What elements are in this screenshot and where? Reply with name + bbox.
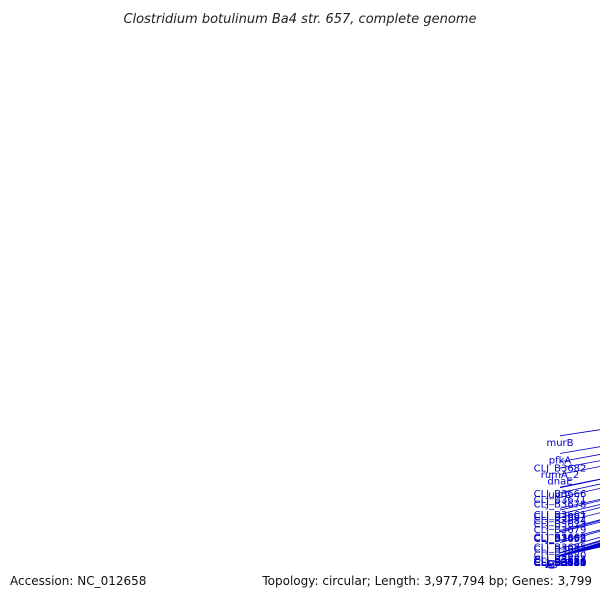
gene-label: CLJ_B3662 <box>534 532 587 543</box>
gene-label: uvrC <box>548 490 571 501</box>
accession-text: Accession: NC_012658 <box>10 574 146 588</box>
label-connector <box>559 446 600 454</box>
gene-label: CLJ_B3685 <box>534 542 587 553</box>
gene-label: CLJ_B3652 <box>534 558 587 569</box>
gene-label: CLJ_B3667 <box>534 512 587 523</box>
gene-label: pfkA <box>549 456 572 467</box>
gene-label: CLJ_B3644 <box>534 558 587 569</box>
gene-label: dnaE <box>547 476 572 487</box>
gene-label: CLJ_B3657 <box>534 558 587 569</box>
gene-label: CLJ_B3663 <box>534 555 587 566</box>
gene-label: CLJ_B3684 <box>534 516 587 527</box>
gene-label: CLJ_B3666 <box>534 489 587 500</box>
gene-label: CLJ_B3661 <box>534 510 587 521</box>
gene-label: CLJ_B3646 <box>534 558 587 569</box>
gene-label: CLJ_B3654 <box>534 555 587 566</box>
gene-label: CLJ_B3653 <box>534 534 587 545</box>
gene-label: CLJ_B3647 <box>534 558 587 569</box>
gene-label: CLJ_B3673 <box>534 520 587 531</box>
gene-label: CLJ_B3678 <box>534 499 587 510</box>
gene-label: CLJ_B3671 <box>534 495 587 506</box>
gene-label: CLJ_B3651 <box>534 558 587 569</box>
gene-label: speD <box>547 558 573 569</box>
gene-label: CLJ_B3679 <box>534 525 587 536</box>
gene-label: CLJ_B3643 <box>534 558 587 569</box>
gene-label: pykA <box>548 558 573 569</box>
gene-label: CLJ_B3650 <box>534 558 587 569</box>
gene-label: CLJ_B3682 <box>534 464 587 475</box>
gene-label: CLJ_B3664 <box>534 558 587 569</box>
gene-label: CLJ_B3640 <box>534 558 587 569</box>
gene-label: murB <box>546 438 573 449</box>
map-title: Clostridium botulinum Ba4 str. 657, comp… <box>123 12 476 27</box>
label-connector <box>559 454 600 463</box>
gene-label: CLJ_B3669 <box>534 557 587 568</box>
gene-label: CLJ_B3668 <box>534 534 587 545</box>
gene-label: CLJ_B3680 <box>534 551 587 562</box>
gene-label: CLJ_B3665 <box>534 558 587 569</box>
label-connector <box>559 429 600 437</box>
gene-label: CLJ_B3645 <box>534 558 587 569</box>
gene-label: CLJ_B3674 <box>534 545 587 556</box>
gene-label: CLJ_B3655 <box>534 558 587 569</box>
gene-labels: CLJ_B3640CLJ_B3643CLJ_B3644CLJ_B3645CLJ_… <box>534 438 587 569</box>
gene-label: rumA_2 <box>541 470 579 481</box>
gene-label: CLJ_B3670 <box>534 558 587 569</box>
gene-label: CLJ_B3660 <box>534 558 587 569</box>
genome-summary-text: Topology: circular; Length: 3,977,794 bp… <box>261 574 592 588</box>
